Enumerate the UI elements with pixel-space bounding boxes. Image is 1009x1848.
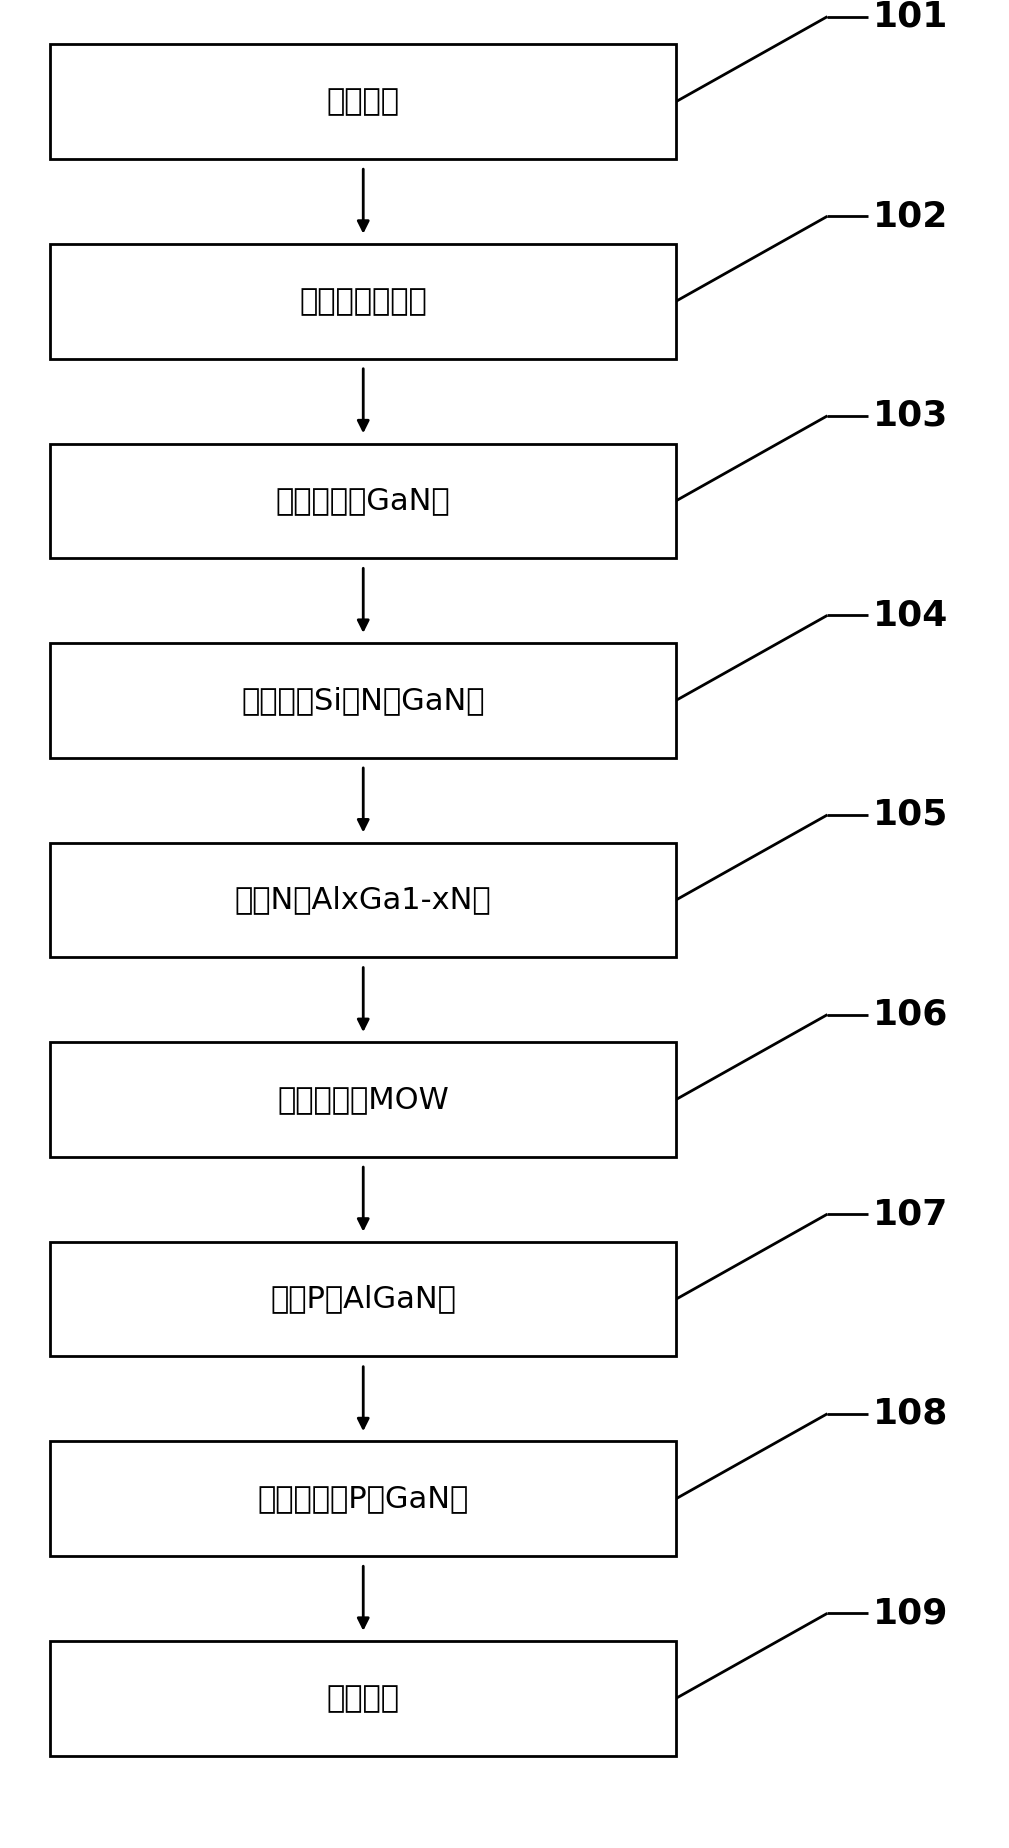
- Text: 104: 104: [873, 599, 948, 632]
- Text: 101: 101: [873, 0, 948, 33]
- Bar: [50, 1441, 676, 1556]
- Text: 103: 103: [873, 399, 948, 432]
- Text: 处理衬底: 处理衬底: [327, 87, 400, 116]
- Bar: [50, 1242, 676, 1356]
- Bar: [50, 1042, 676, 1157]
- Text: 108: 108: [873, 1397, 948, 1430]
- Text: 105: 105: [873, 798, 948, 832]
- Text: 生长不掺杂GaN层: 生长不掺杂GaN层: [275, 486, 451, 516]
- Text: 107: 107: [873, 1198, 948, 1231]
- Text: 生长掺镁的P型GaN层: 生长掺镁的P型GaN层: [257, 1484, 469, 1514]
- Bar: [50, 244, 676, 359]
- Text: 降温冷却: 降温冷却: [327, 1684, 400, 1713]
- Text: 生长N型AlxGa1-xN层: 生长N型AlxGa1-xN层: [235, 885, 491, 915]
- Text: 生长有源层MOW: 生长有源层MOW: [277, 1085, 449, 1114]
- Bar: [50, 1641, 676, 1756]
- Text: 生长P型AlGaN层: 生长P型AlGaN层: [270, 1284, 456, 1314]
- Text: 102: 102: [873, 200, 948, 233]
- Text: 生长低温缓冲层: 生长低温缓冲层: [300, 286, 427, 316]
- Bar: [50, 643, 676, 758]
- Text: 生长掺杂Si的N型GaN层: 生长掺杂Si的N型GaN层: [241, 686, 485, 715]
- Text: 109: 109: [873, 1597, 948, 1630]
- Bar: [50, 444, 676, 558]
- Bar: [50, 44, 676, 159]
- Text: 106: 106: [873, 998, 948, 1031]
- Bar: [50, 843, 676, 957]
